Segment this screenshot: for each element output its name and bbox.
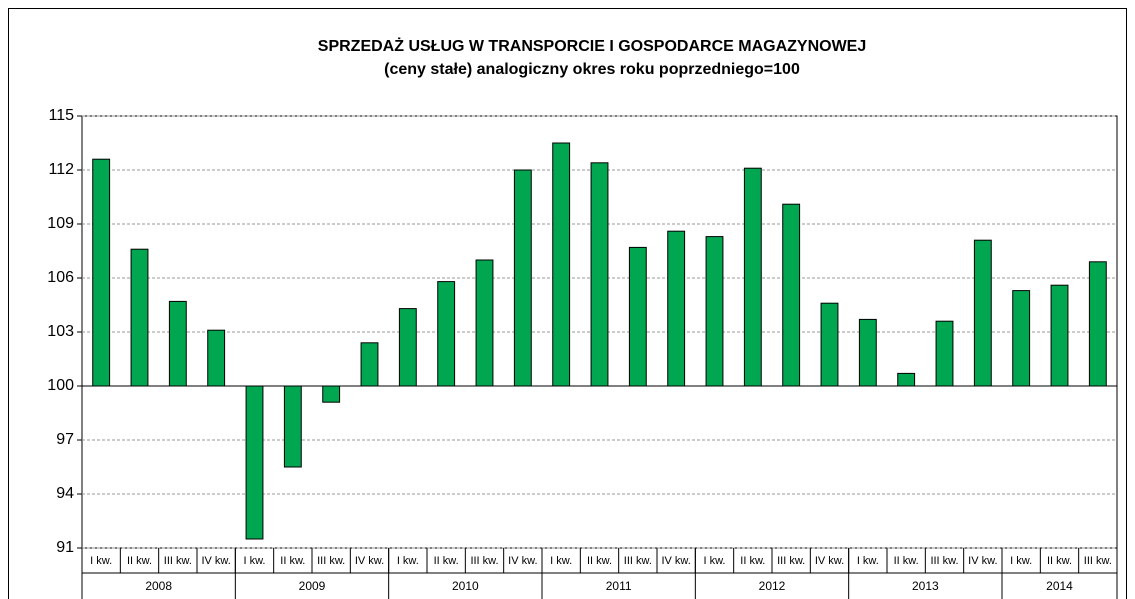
- bar: [782, 203, 801, 387]
- x-tick-label: IV kw.: [661, 555, 690, 567]
- x-tick-label: IV kw.: [968, 555, 997, 567]
- x-tick-label: III kw.: [470, 555, 498, 567]
- bar: [168, 300, 187, 387]
- bar: [207, 329, 226, 387]
- bar: [92, 158, 111, 387]
- x-tick-label: I kw.: [550, 555, 572, 567]
- bar: [437, 281, 456, 387]
- x-tick-label: I kw.: [1010, 555, 1032, 567]
- group-label: 2013: [912, 579, 939, 593]
- bar: [130, 248, 149, 387]
- bar: [897, 372, 916, 387]
- bar: [935, 320, 954, 387]
- group-label: 2011: [606, 579, 632, 593]
- group-label: 2014: [1046, 579, 1073, 593]
- x-tick-label: II kw.: [894, 555, 919, 567]
- bar: [475, 259, 494, 387]
- bar: [820, 302, 839, 387]
- x-tick-label: IV kw.: [355, 555, 384, 567]
- x-tick-label: III kw.: [1084, 555, 1112, 567]
- x-tick-label: III kw.: [164, 555, 192, 567]
- bar: [322, 385, 341, 403]
- y-tick-label: 97: [56, 431, 74, 448]
- x-tick-label: II kw.: [127, 555, 152, 567]
- y-tick-label: 100: [47, 377, 74, 394]
- x-tick-label: I kw.: [90, 555, 112, 567]
- y-tick-label: 91: [56, 539, 74, 556]
- x-tick-label: I kw.: [397, 555, 419, 567]
- x-tick-label: III kw.: [930, 555, 958, 567]
- x-tick-label: II kw.: [280, 555, 305, 567]
- bar: [398, 308, 417, 387]
- x-tick-label: III kw.: [777, 555, 805, 567]
- x-tick-label: I kw.: [857, 555, 879, 567]
- bar: [667, 230, 686, 387]
- bar: [628, 246, 647, 387]
- bar: [973, 239, 992, 387]
- y-tick-label: 94: [56, 485, 74, 502]
- x-tick-label: IV kw.: [508, 555, 537, 567]
- x-tick-label: III kw.: [624, 555, 652, 567]
- y-tick-label: 106: [47, 269, 74, 286]
- chart-title: SPRZEDAŻ USŁUG W TRANSPORCIE I GOSPODARC…: [318, 37, 866, 55]
- bar: [705, 236, 724, 387]
- bar: [245, 385, 264, 540]
- x-tick-label: IV kw.: [815, 555, 844, 567]
- x-tick-label: II kw.: [434, 555, 459, 567]
- x-tick-label: II kw.: [587, 555, 612, 567]
- bar: [1050, 284, 1069, 387]
- x-tick-label: III kw.: [317, 555, 345, 567]
- x-tick-label: II kw.: [1047, 555, 1072, 567]
- x-tick-label: I kw.: [243, 555, 265, 567]
- group-label: 2008: [145, 579, 172, 593]
- bar: [1088, 261, 1107, 387]
- group-label: 2009: [299, 579, 326, 593]
- bar: [590, 162, 609, 387]
- bar: [513, 169, 532, 387]
- y-tick-label: 115: [48, 107, 74, 124]
- bar: [360, 342, 379, 387]
- y-tick-label: 109: [47, 215, 74, 232]
- y-tick-label: 103: [47, 323, 74, 340]
- y-tick-label: 112: [48, 161, 74, 178]
- x-tick-label: I kw.: [703, 555, 725, 567]
- group-label: 2012: [759, 579, 786, 593]
- bar: [552, 142, 571, 387]
- bar: [283, 385, 302, 468]
- chart-subtitle: (ceny stałe) analogiczny okres roku popr…: [384, 61, 800, 78]
- bar: [1012, 290, 1031, 387]
- x-tick-label: II kw.: [740, 555, 765, 567]
- chart-border: [8, 8, 1127, 599]
- bar: [743, 167, 762, 387]
- x-tick-label: IV kw.: [201, 555, 230, 567]
- bar: [858, 318, 877, 387]
- group-label: 2010: [452, 579, 479, 593]
